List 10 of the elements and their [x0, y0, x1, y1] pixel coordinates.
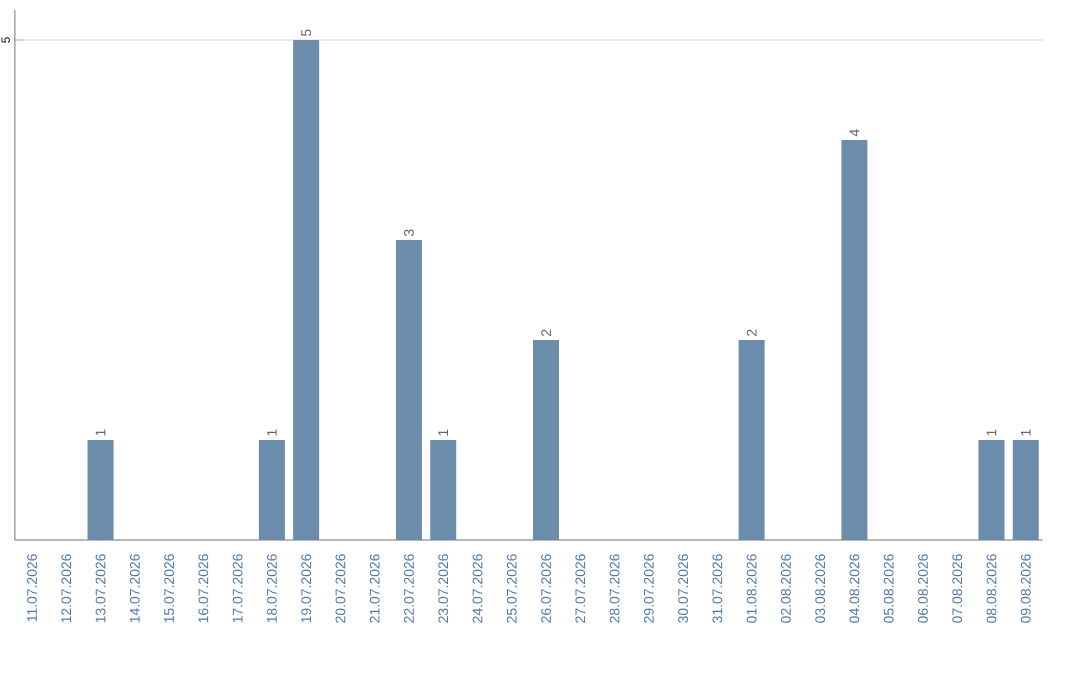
bar — [258, 440, 285, 540]
bar — [738, 340, 765, 540]
bar — [293, 40, 320, 540]
bar — [533, 340, 560, 540]
bar — [1012, 440, 1039, 540]
bar — [87, 440, 114, 540]
bar — [395, 240, 422, 540]
bar — [978, 440, 1005, 540]
bar — [430, 440, 457, 540]
bar — [841, 140, 868, 540]
